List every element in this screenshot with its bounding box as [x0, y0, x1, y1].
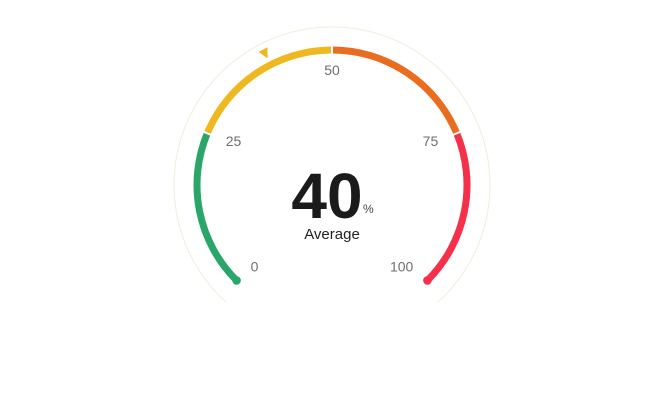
tick-labels: 0 25 50 75 100: [226, 62, 439, 274]
tick-label-25: 25: [226, 133, 242, 149]
tick-label-100: 100: [390, 258, 414, 274]
gauge-bands: [193, 46, 471, 283]
tick-label-0: 0: [251, 258, 259, 274]
gauge-value: 40: [291, 160, 362, 232]
band-divider-75: [451, 130, 462, 137]
outer-ring: [173, 26, 491, 303]
outer-ring-arc: [173, 26, 491, 303]
arc-cap-start: [232, 276, 241, 285]
band-divider-25: [202, 130, 213, 137]
value-pointer: [258, 47, 268, 59]
gauge-band-4: [424, 132, 471, 283]
gauge-caption: Average: [304, 226, 360, 243]
arc-cap-end: [423, 276, 432, 285]
tick-label-50: 50: [324, 62, 340, 78]
tick-label-75: 75: [423, 133, 439, 149]
value-pointer-triangle: [258, 47, 268, 59]
gauge-unit: %: [363, 202, 374, 216]
gauge-band-1: [193, 132, 240, 283]
arc-end-caps: [232, 276, 432, 285]
gauge-band-3: [331, 46, 460, 135]
gauge-band-2: [204, 46, 333, 135]
